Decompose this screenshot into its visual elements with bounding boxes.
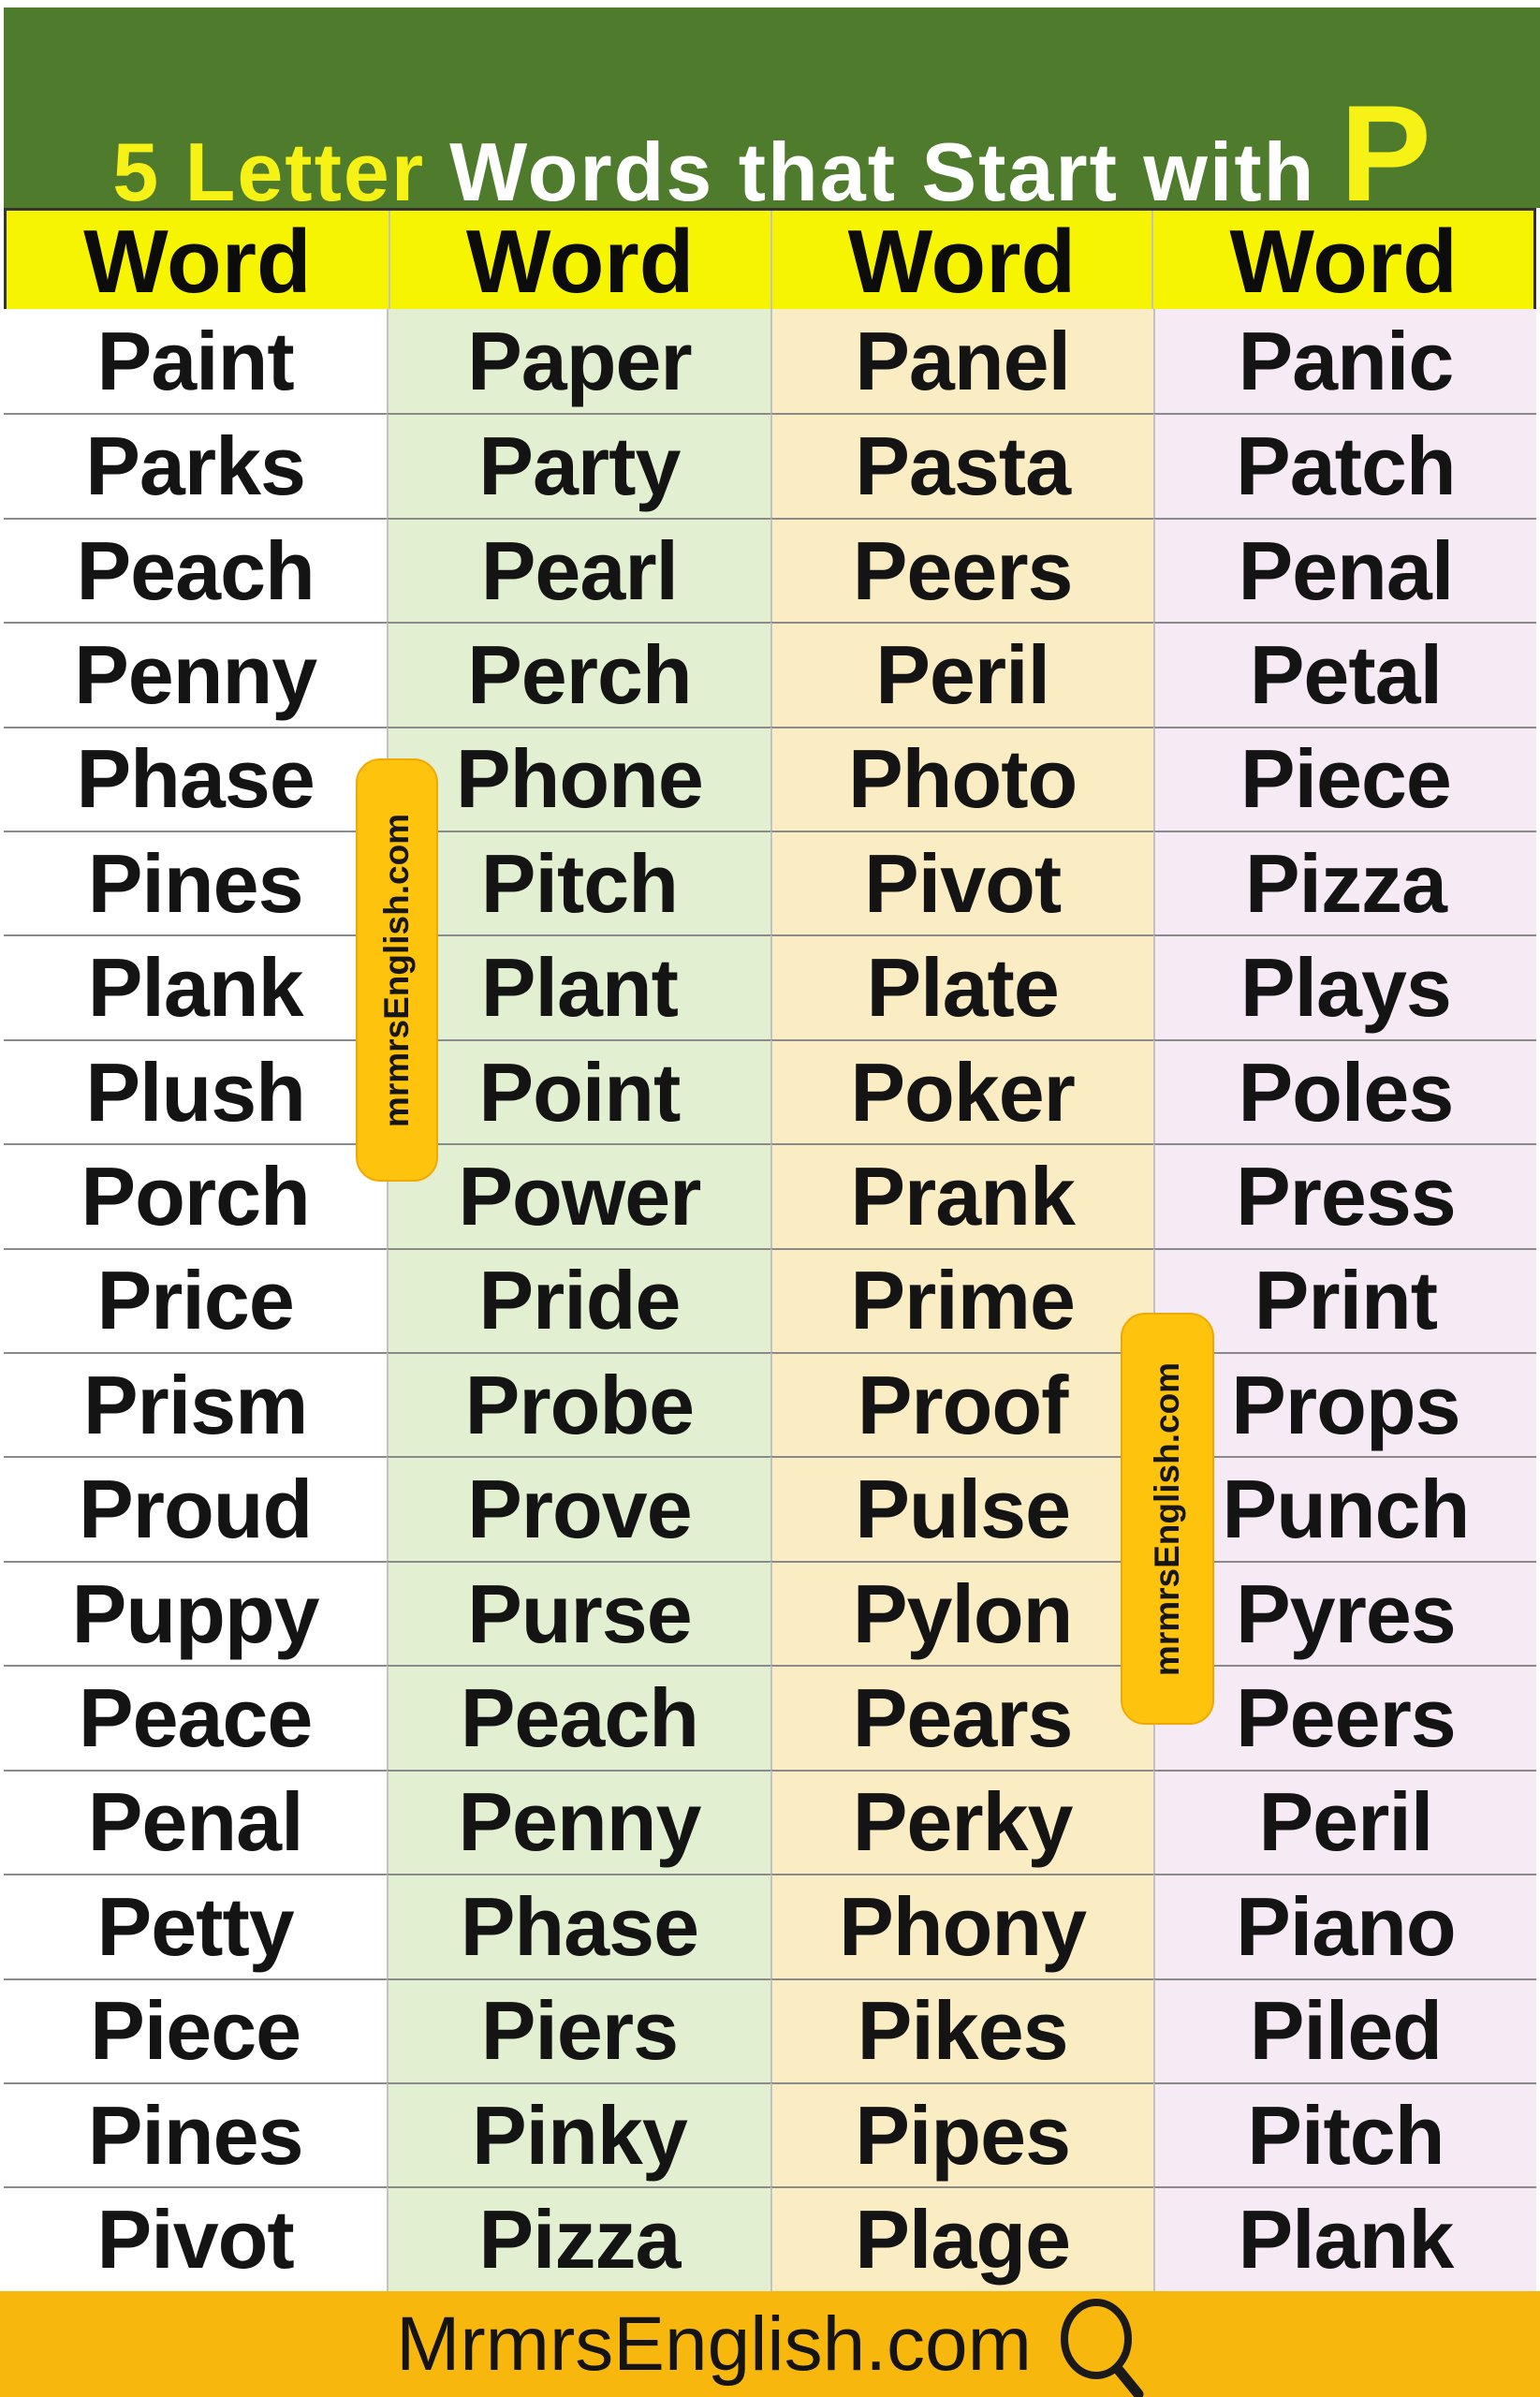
word-cell: Phase (4, 726, 388, 831)
word-cell: Pyres (1152, 1560, 1536, 1666)
title-prefix: 5 Letter (112, 125, 426, 218)
word-cell: Perch (387, 622, 770, 727)
word-cell: Pinky (387, 2081, 770, 2187)
word-cell: Peace (4, 1665, 388, 1770)
word-cell: Pitch (1152, 2081, 1536, 2187)
column-header: Word (388, 211, 770, 314)
word-cell: Panic (1152, 309, 1536, 414)
word-cell: Punch (1152, 1456, 1536, 1561)
word-cell: Piled (1152, 1978, 1536, 2082)
word-cell: Props (1152, 1352, 1536, 1457)
word-cell: Parks (4, 413, 388, 518)
word-cell: Pylon (770, 1560, 1153, 1666)
word-cell: Pasta (770, 413, 1153, 518)
word-cell: Poles (1152, 1038, 1536, 1144)
word-cell: Print (1152, 1247, 1536, 1353)
word-cell: Perky (770, 1769, 1153, 1875)
word-cell: Penal (4, 1769, 388, 1875)
word-cell: Prism (4, 1352, 388, 1457)
word-cell: Pearl (387, 517, 770, 623)
footer-bar: MrmrsEnglish.com (0, 2291, 1540, 2397)
magnifier-icon (1060, 2298, 1144, 2397)
table-header-row: Word Word Word Word (4, 208, 1536, 314)
watermark-text: mrmrsEnglish.com (377, 813, 417, 1127)
word-cell: Paper (387, 309, 770, 414)
title-letter: P (1340, 77, 1431, 229)
watermark-badge: mrmrsEnglish.com (356, 758, 438, 1182)
title-banner: 5 Letter Words that Start with P (4, 7, 1540, 229)
word-cell: Press (1152, 1143, 1536, 1248)
word-cell: Prime (770, 1247, 1153, 1353)
word-cell: Proud (4, 1456, 388, 1561)
word-cell: Peach (387, 1665, 770, 1770)
word-cell: Point (387, 1038, 770, 1144)
word-cell: Pikes (770, 1978, 1153, 2082)
word-cell: Penal (1152, 517, 1536, 623)
word-cell: Penny (387, 1769, 770, 1875)
word-cell: Petty (4, 1874, 388, 1978)
watermark-text: mrmrsEnglish.com (1148, 1361, 1187, 1676)
word-cell: Porch (4, 1143, 388, 1248)
word-cell: Petal (1152, 622, 1536, 727)
word-cell: Phone (387, 726, 770, 831)
title-middle: Words that Start with (449, 125, 1316, 218)
word-cell: Piano (1152, 1874, 1536, 1978)
word-cell: Pizza (1152, 831, 1536, 935)
word-cell: Poker (770, 1038, 1153, 1144)
word-cell: Plate (770, 934, 1153, 1039)
footer-site-name: MrmrsEnglish.com (396, 2301, 1032, 2387)
word-cell: Party (387, 413, 770, 518)
word-cell: Plank (1152, 2186, 1536, 2291)
word-cell: Pizza (387, 2186, 770, 2291)
word-cell: Piers (387, 1978, 770, 2082)
column-header: Word (7, 211, 389, 314)
word-cell: Purse (387, 1560, 770, 1666)
word-cell: Plant (387, 934, 770, 1039)
word-table-body: Paint Paper Panel Panic Parks Party Pasta Patch… (4, 309, 1536, 2291)
word-cell: Plush (4, 1038, 388, 1144)
word-cell: Piece (1152, 726, 1536, 831)
word-cell: Peril (1152, 1769, 1536, 1875)
word-cell: Prove (387, 1456, 770, 1561)
word-cell: Panel (770, 309, 1153, 414)
word-cell: Patch (1152, 413, 1536, 518)
word-cell: Peers (770, 517, 1153, 623)
word-cell: Paint (4, 309, 388, 414)
word-cell: Plays (1152, 934, 1536, 1039)
word-cell: Peach (4, 517, 388, 623)
word-cell: Phase (387, 1874, 770, 1978)
watermark-badge: mrmrsEnglish.com (1121, 1313, 1214, 1725)
word-cell: Proof (770, 1352, 1153, 1457)
word-cell: Pines (4, 2081, 388, 2187)
word-cell: Photo (770, 726, 1153, 831)
word-cell: Prank (770, 1143, 1153, 1248)
word-cell: Puppy (4, 1560, 388, 1666)
word-cell: Piece (4, 1978, 388, 2082)
word-cell: Peers (1152, 1665, 1536, 1770)
word-cell: Price (4, 1247, 388, 1353)
word-cell: Pivot (4, 2186, 388, 2291)
word-cell: Peril (770, 622, 1153, 727)
word-cell: Pivot (770, 831, 1153, 935)
word-cell: Plage (770, 2186, 1153, 2291)
word-cell: Pines (4, 831, 388, 935)
word-cell: Pears (770, 1665, 1153, 1770)
word-cell: Pride (387, 1247, 770, 1353)
word-cell: Phony (770, 1874, 1153, 1978)
word-cell: Probe (387, 1352, 770, 1457)
word-cell: Power (387, 1143, 770, 1248)
word-cell: Penny (4, 622, 388, 727)
column-header: Word (1151, 211, 1533, 314)
word-cell: Pitch (387, 831, 770, 935)
column-header: Word (770, 211, 1152, 314)
word-cell: Pipes (770, 2081, 1153, 2187)
word-cell: Plank (4, 934, 388, 1039)
word-cell: Pulse (770, 1456, 1153, 1561)
